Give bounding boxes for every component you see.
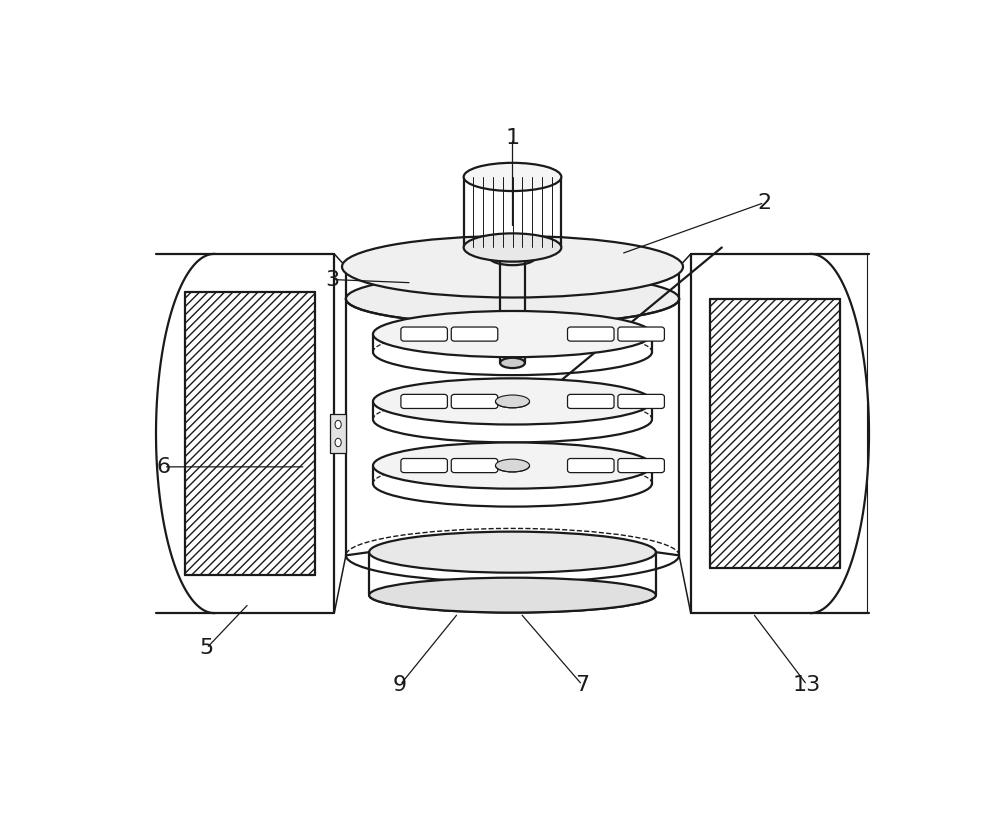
- Text: 2: 2: [757, 192, 771, 212]
- FancyBboxPatch shape: [451, 327, 498, 342]
- Ellipse shape: [373, 442, 652, 489]
- FancyBboxPatch shape: [618, 458, 664, 472]
- FancyBboxPatch shape: [568, 394, 614, 408]
- Text: 9: 9: [393, 675, 407, 695]
- Polygon shape: [710, 299, 840, 568]
- Text: 5: 5: [199, 638, 214, 658]
- Text: 13: 13: [793, 675, 821, 695]
- FancyBboxPatch shape: [568, 327, 614, 342]
- FancyBboxPatch shape: [568, 458, 614, 472]
- Ellipse shape: [373, 311, 652, 357]
- FancyBboxPatch shape: [618, 394, 664, 408]
- Text: 7: 7: [575, 675, 589, 695]
- Ellipse shape: [346, 273, 679, 325]
- Ellipse shape: [489, 249, 536, 265]
- FancyBboxPatch shape: [451, 458, 498, 472]
- Ellipse shape: [373, 378, 652, 425]
- FancyBboxPatch shape: [451, 394, 498, 408]
- Text: 1: 1: [505, 128, 520, 148]
- Ellipse shape: [464, 162, 561, 191]
- Ellipse shape: [495, 395, 530, 408]
- FancyBboxPatch shape: [401, 394, 447, 408]
- FancyBboxPatch shape: [401, 327, 447, 342]
- Polygon shape: [185, 292, 315, 575]
- Text: 3: 3: [326, 270, 340, 290]
- Ellipse shape: [335, 438, 341, 446]
- Ellipse shape: [342, 236, 683, 297]
- Ellipse shape: [335, 421, 341, 429]
- Ellipse shape: [369, 577, 656, 612]
- Text: 6: 6: [157, 456, 171, 476]
- Ellipse shape: [495, 459, 530, 472]
- Ellipse shape: [464, 233, 561, 262]
- Ellipse shape: [369, 531, 656, 572]
- FancyBboxPatch shape: [401, 458, 447, 472]
- Ellipse shape: [500, 358, 525, 368]
- Bar: [330, 414, 346, 453]
- FancyBboxPatch shape: [618, 327, 664, 342]
